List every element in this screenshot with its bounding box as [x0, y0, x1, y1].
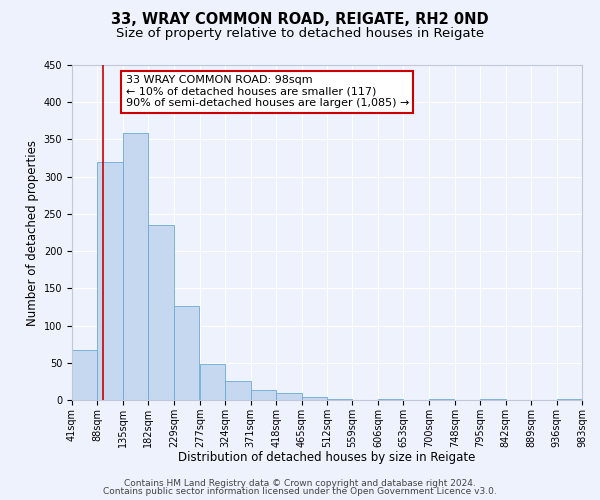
Bar	[302, 397, 327, 400]
Bar	[378, 398, 403, 400]
Bar	[72, 350, 97, 400]
Bar	[251, 390, 276, 400]
Text: Size of property relative to detached houses in Reigate: Size of property relative to detached ho…	[116, 28, 484, 40]
Bar	[97, 162, 123, 400]
Bar	[200, 364, 225, 400]
Bar	[174, 306, 199, 400]
X-axis label: Distribution of detached houses by size in Reigate: Distribution of detached houses by size …	[178, 452, 476, 464]
Text: 33 WRAY COMMON ROAD: 98sqm
← 10% of detached houses are smaller (117)
90% of sem: 33 WRAY COMMON ROAD: 98sqm ← 10% of deta…	[125, 75, 409, 108]
Y-axis label: Number of detached properties: Number of detached properties	[26, 140, 40, 326]
Bar	[148, 225, 174, 400]
Bar	[327, 398, 352, 400]
Text: 33, WRAY COMMON ROAD, REIGATE, RH2 0ND: 33, WRAY COMMON ROAD, REIGATE, RH2 0ND	[111, 12, 489, 28]
Bar	[276, 392, 302, 400]
Bar	[123, 134, 148, 400]
Text: Contains HM Land Registry data © Crown copyright and database right 2024.: Contains HM Land Registry data © Crown c…	[124, 478, 476, 488]
Text: Contains public sector information licensed under the Open Government Licence v3: Contains public sector information licen…	[103, 487, 497, 496]
Bar	[557, 398, 582, 400]
Bar	[225, 382, 251, 400]
